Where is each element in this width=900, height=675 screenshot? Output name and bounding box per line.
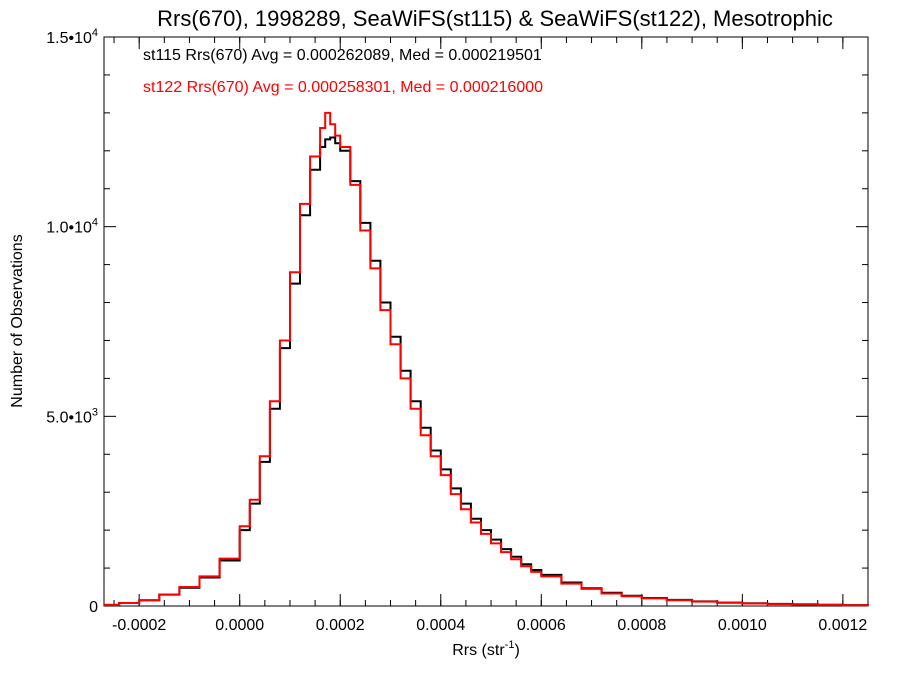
x-tick-label: 0.0000 xyxy=(215,617,264,634)
x-tick-label: 0.0006 xyxy=(517,617,566,634)
axis-ticks xyxy=(104,36,869,607)
y-tick-label-base: 0 xyxy=(89,599,98,616)
x-tick-label: 0.0010 xyxy=(718,617,767,634)
y-axis-label: Number of Observations xyxy=(9,234,26,407)
histogram-series-1 xyxy=(104,136,869,607)
x-tick-labels: -0.0002 0.0000 0.0002 0.0004 0.0006 0.0008 0.0… xyxy=(112,617,867,634)
x-tick-label: -0.0002 xyxy=(112,617,166,634)
stats-annotation-2: st122 Rrs(670) Avg = 0.000258301, Med = … xyxy=(143,79,543,96)
y-tick-label: 1.5•104 xyxy=(46,27,98,47)
stats-annotation-1: st115 Rrs(670) Avg = 0.000262089, Med = … xyxy=(143,47,542,64)
x-axis-label: Rrs (str-1) xyxy=(452,639,520,659)
y-tick-label-sup: 4 xyxy=(92,27,98,39)
x-tick-label: 0.0012 xyxy=(818,617,867,634)
y-tick-label-sup: 4 xyxy=(92,217,98,229)
y-tick-label: 1.0•104 xyxy=(46,217,98,237)
x-axis-label-sup: -1 xyxy=(505,639,515,651)
x-tick-label: 0.0002 xyxy=(316,617,365,634)
x-axis-label-end: ) xyxy=(514,642,519,659)
y-tick-label-base: 1.5•10 xyxy=(46,30,92,47)
series-layer xyxy=(104,111,869,607)
x-tick-label: 0.0008 xyxy=(617,617,666,634)
y-tick-label: 0 xyxy=(89,599,98,616)
annotations: st115 Rrs(670) Avg = 0.000262089, Med = … xyxy=(143,47,543,96)
x-tick-label: 0.0004 xyxy=(416,617,465,634)
histogram-series-2 xyxy=(104,111,869,607)
y-tick-label-base: 1.0•10 xyxy=(46,220,92,237)
x-axis-label-main: Rrs (str xyxy=(452,642,505,659)
plot-frame xyxy=(103,36,869,607)
y-tick-label-base: 5.0•10 xyxy=(46,409,92,426)
y-tick-label: 5.0•103 xyxy=(46,406,98,426)
y-tick-label-sup: 3 xyxy=(92,406,98,418)
chart-title: Rrs(670), 1998289, SeaWiFS(st115) & SeaW… xyxy=(157,6,833,31)
